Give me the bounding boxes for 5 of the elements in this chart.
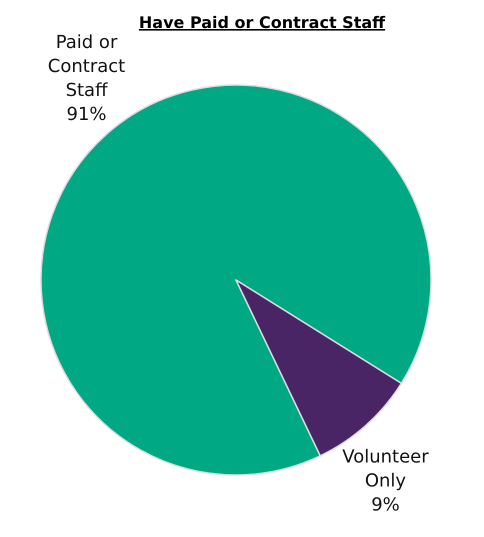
data-label: 9%: [371, 494, 400, 516]
data-label: 91%: [66, 104, 107, 126]
slice-label: Paid or Contract Staff: [48, 32, 126, 102]
slice-label: Volunteer Only: [342, 446, 430, 492]
chart-title: Have Paid or Contract Staff: [138, 13, 386, 32]
